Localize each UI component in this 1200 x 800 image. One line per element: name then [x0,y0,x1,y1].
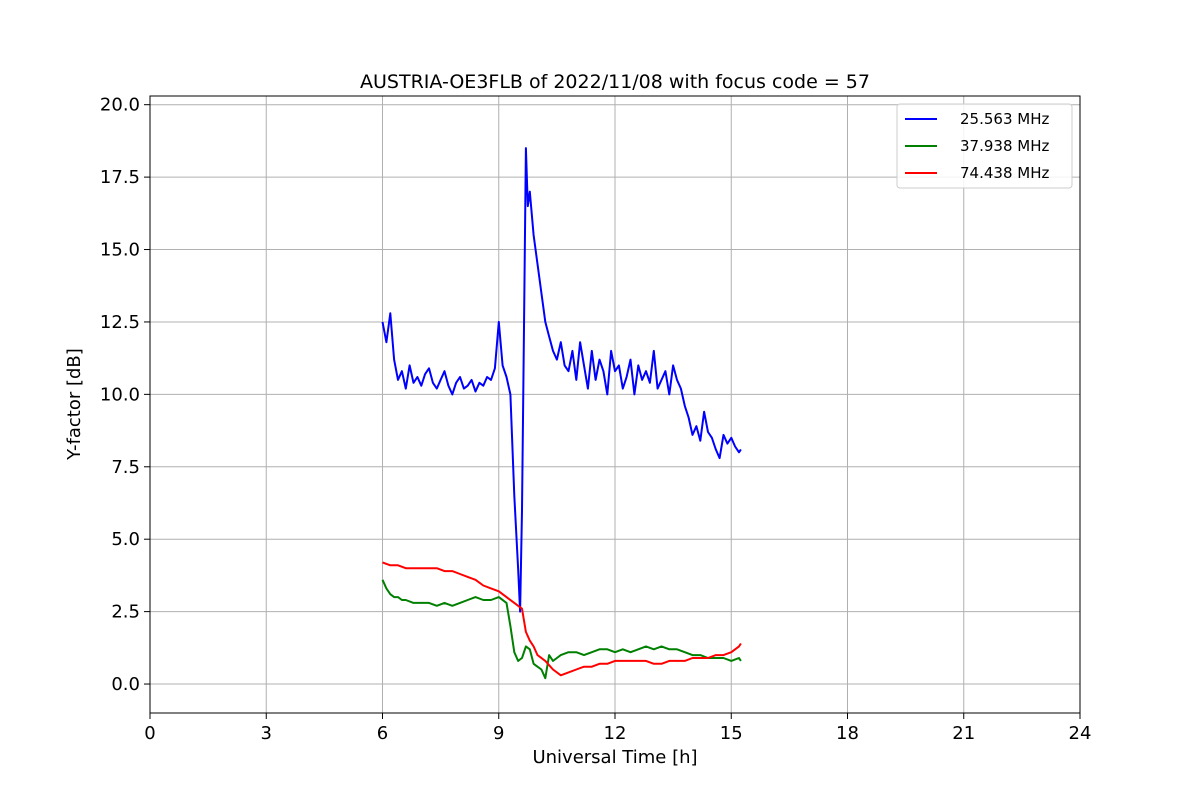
legend-label: 37.938 MHz [960,137,1049,155]
x-tick-label: 24 [1069,723,1092,744]
chart-title: AUSTRIA-OE3FLB of 2022/11/08 with focus … [360,71,870,93]
series-line-3 [382,561,742,677]
x-tick-label: 6 [377,723,388,744]
y-axis: 0.0 2.5 5.0 7.5 10.0 12.5 15.0 17.5 20.0 [100,95,150,695]
y-tick-label: 0.0 [111,674,140,695]
x-tick-label: 15 [720,723,743,744]
series-group [381,147,742,680]
y-axis-label: Y-factor [dB] [64,348,85,461]
x-tick-label: 21 [952,723,975,744]
x-axis: 0 3 6 9 12 15 18 21 24 [144,713,1091,744]
x-tick-label: 0 [144,723,155,744]
series-line-2 [381,579,742,680]
y-tick-label: 15.0 [100,240,140,261]
y-tick-label: 20.0 [100,95,140,116]
x-tick-label: 3 [261,723,272,744]
x-tick-label: 18 [836,723,859,744]
y-tick-label: 12.5 [100,312,140,333]
series-line-1 [381,147,742,613]
legend-box [896,103,1073,189]
y-tick-label: 7.5 [111,457,140,478]
x-tick-label: 12 [604,723,627,744]
x-axis-label: Universal Time [h] [532,747,697,768]
y-tick-label: 2.5 [111,602,140,623]
legend-label: 74.438 MHz [960,164,1049,182]
y-tick-label: 17.5 [100,167,140,188]
y-tick-label: 10.0 [100,384,140,405]
y-tick-label: 5.0 [111,529,140,550]
legend: 25.563 MHz 37.938 MHz 74.438 MHz [896,103,1073,189]
legend-label: 25.563 MHz [960,110,1049,128]
x-tick-label: 9 [493,723,504,744]
